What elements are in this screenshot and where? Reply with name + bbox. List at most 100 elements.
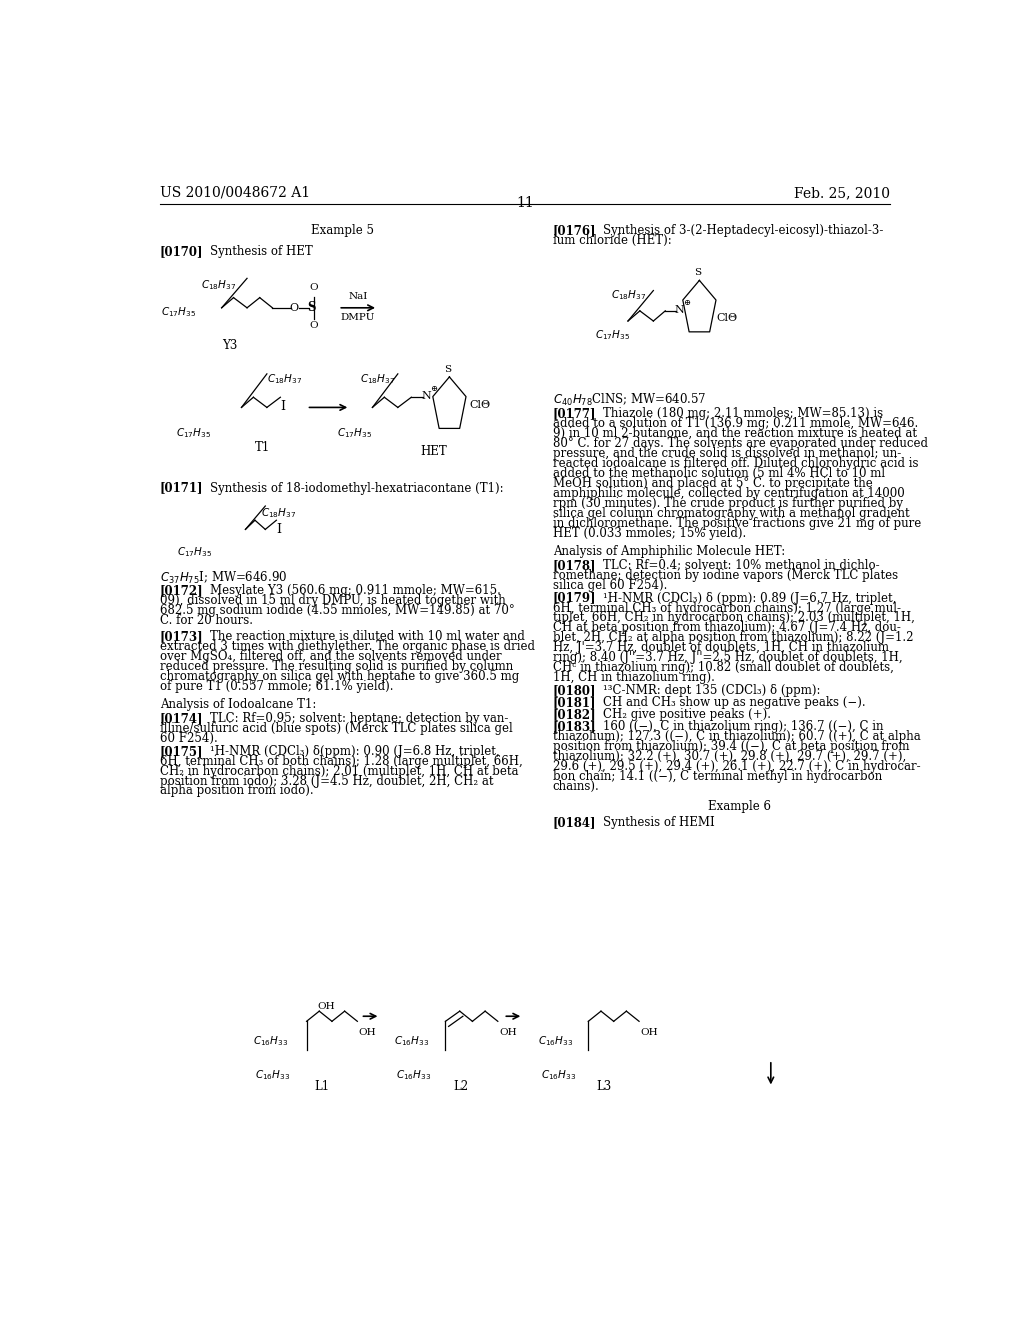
Text: in dichloromethane. The positive fractions give 21 mg of pure: in dichloromethane. The positive fractio…	[553, 516, 921, 529]
Text: $C_{17}H_{35}$: $C_{17}H_{35}$	[176, 426, 211, 440]
Text: tiplet, 66H, CH₂ in hydrocarbon chains); 2.03 (multiplet, 1H,: tiplet, 66H, CH₂ in hydrocarbon chains);…	[553, 611, 914, 624]
Text: 6H, terminal CH₃ of hydrocarbon chains); 1.27 (large mul-: 6H, terminal CH₃ of hydrocarbon chains);…	[553, 602, 900, 615]
Text: MeOH solution) and placed at 5° C. to precipitate the: MeOH solution) and placed at 5° C. to pr…	[553, 477, 872, 490]
Text: I: I	[281, 400, 286, 413]
Text: O: O	[309, 282, 318, 292]
Text: Synthesis of HEMI: Synthesis of HEMI	[602, 816, 715, 829]
Text: Synthesis of 3-(2-Heptadecyl-eicosyl)-thiazol-3-: Synthesis of 3-(2-Heptadecyl-eicosyl)-th…	[602, 224, 883, 238]
Text: [0180]: [0180]	[553, 684, 596, 697]
Text: ¹H-NMR (CDCl₃) δ(ppm): 0.90 (J=6.8 Hz, triplet,: ¹H-NMR (CDCl₃) δ(ppm): 0.90 (J=6.8 Hz, t…	[210, 744, 500, 758]
Text: $C_{17}H_{35}$: $C_{17}H_{35}$	[595, 329, 630, 342]
Text: $C_{18}H_{37}$: $C_{18}H_{37}$	[267, 372, 302, 385]
Text: amphiphilic molecule, collected by centrifugation at 14000: amphiphilic molecule, collected by centr…	[553, 487, 904, 500]
Text: S: S	[443, 364, 451, 374]
Text: 9) in 10 ml 2-butanone, and the reaction mixture is heated at: 9) in 10 ml 2-butanone, and the reaction…	[553, 428, 916, 440]
Text: reacted iodoalcane is filtered off. Diluted chlorohydric acid is: reacted iodoalcane is filtered off. Dilu…	[553, 457, 919, 470]
Text: $C_{16}H_{33}$: $C_{16}H_{33}$	[396, 1068, 431, 1082]
Text: Analysis of Iodoalcane T1:: Analysis of Iodoalcane T1:	[160, 698, 316, 710]
Text: 1H, CH in thiazolium ring).: 1H, CH in thiazolium ring).	[553, 671, 715, 684]
Text: ¹³C-NMR: dept 135 (CDCl₃) δ (ppm):: ¹³C-NMR: dept 135 (CDCl₃) δ (ppm):	[602, 684, 820, 697]
Text: T1: T1	[255, 441, 270, 454]
Text: $C_{18}H_{37}$: $C_{18}H_{37}$	[201, 279, 237, 292]
Text: chains).: chains).	[553, 780, 599, 793]
Text: [0175]: [0175]	[160, 744, 203, 758]
Text: [0173]: [0173]	[160, 630, 204, 643]
Text: Synthesis of 18-iodomethyl-hexatriacontane (T1):: Synthesis of 18-iodomethyl-hexatriaconta…	[210, 482, 504, 495]
Text: I: I	[276, 523, 282, 536]
Text: 682.5 mg sodium iodide (4.55 mmoles, MW=149.85) at 70°: 682.5 mg sodium iodide (4.55 mmoles, MW=…	[160, 605, 514, 616]
Text: ium chloride (HET):: ium chloride (HET):	[553, 235, 672, 247]
Text: of pure T1 (0.557 mmole; 61.1% yield).: of pure T1 (0.557 mmole; 61.1% yield).	[160, 680, 393, 693]
Text: CH and CH₃ show up as negative peaks (−).: CH and CH₃ show up as negative peaks (−)…	[602, 696, 865, 709]
Text: ClΘ: ClΘ	[717, 313, 738, 323]
Text: [0174]: [0174]	[160, 711, 203, 725]
Text: N: N	[422, 391, 431, 401]
Text: CHᶜ in thiazolium ring); 10.82 (small doublet of doublets,: CHᶜ in thiazolium ring); 10.82 (small do…	[553, 661, 894, 675]
Text: $C_{18}H_{37}$: $C_{18}H_{37}$	[610, 289, 646, 302]
Text: $C_{17}H_{35}$: $C_{17}H_{35}$	[337, 426, 372, 440]
Text: CH at beta position from thiazolium); 4.67 (J=7.4 Hz, dou-: CH at beta position from thiazolium); 4.…	[553, 622, 900, 635]
Text: $C_{16}H_{33}$: $C_{16}H_{33}$	[541, 1068, 575, 1082]
Text: Analysis of Amphiphilic Molecule HET:: Analysis of Amphiphilic Molecule HET:	[553, 545, 784, 557]
Text: extracted 3 times with diethylether. The organic phase is dried: extracted 3 times with diethylether. The…	[160, 640, 535, 653]
Text: chromatography on silica gel with heptane to give 360.5 mg: chromatography on silica gel with heptan…	[160, 669, 519, 682]
Text: pressure, and the crude solid is dissolved in methanol; un-: pressure, and the crude solid is dissolv…	[553, 447, 901, 459]
Text: thiazolium); 127.3 ((−), C in thiazolium); 60.7 ((+), C at alpha: thiazolium); 127.3 ((−), C in thiazolium…	[553, 730, 921, 743]
Text: HET (0.033 mmoles; 15% yield).: HET (0.033 mmoles; 15% yield).	[553, 527, 745, 540]
Text: 160 ((−), C in thiazolium ring); 136.7 ((−), C in: 160 ((−), C in thiazolium ring); 136.7 (…	[602, 721, 883, 733]
Text: $C_{37}H_{75}$I; MW=646.90: $C_{37}H_{75}$I; MW=646.90	[160, 570, 287, 586]
Text: OH: OH	[500, 1028, 517, 1038]
Text: thiazolium); 32.2 (+), 30.7 (+), 29.8 (+), 29.7 (+), 29.7 (+),: thiazolium); 32.2 (+), 30.7 (+), 29.8 (+…	[553, 750, 906, 763]
Text: $C_{18}H_{37}$: $C_{18}H_{37}$	[261, 506, 297, 520]
Text: [0176]: [0176]	[553, 224, 596, 238]
Text: [0177]: [0177]	[553, 407, 596, 420]
Text: ClΘ: ClΘ	[469, 400, 490, 411]
Text: S: S	[694, 268, 701, 277]
Text: over MgSO₄, filtered off, and the solvents removed under: over MgSO₄, filtered off, and the solven…	[160, 649, 502, 663]
Text: ⊕: ⊕	[430, 385, 437, 393]
Text: [0181]: [0181]	[553, 696, 596, 709]
Text: added to a solution of T1 (136.9 mg; 0.211 mmole, MW=646.: added to a solution of T1 (136.9 mg; 0.2…	[553, 417, 918, 430]
Text: TLC: Rf=0.95; solvent: heptane; detection by van-: TLC: Rf=0.95; solvent: heptane; detectio…	[210, 711, 508, 725]
Text: C. for 20 hours.: C. for 20 hours.	[160, 614, 253, 627]
Text: 80° C. for 27 days. The solvents are evaporated under reduced: 80° C. for 27 days. The solvents are eva…	[553, 437, 928, 450]
Text: US 2010/0048672 A1: US 2010/0048672 A1	[160, 186, 310, 199]
Text: ¹H-NMR (CDCl₃) δ (ppm): 0.89 (J=6.7 Hz, triplet,: ¹H-NMR (CDCl₃) δ (ppm): 0.89 (J=6.7 Hz, …	[602, 591, 896, 605]
Text: $C_{17}H_{35}$: $C_{17}H_{35}$	[177, 545, 212, 560]
Text: OH: OH	[317, 1002, 335, 1011]
Text: 11: 11	[516, 195, 534, 210]
Text: Feb. 25, 2010: Feb. 25, 2010	[794, 186, 890, 199]
Text: alpha position from iodo).: alpha position from iodo).	[160, 784, 313, 797]
Text: $C_{40}H_{78}$ClNS; MW=640.57: $C_{40}H_{78}$ClNS; MW=640.57	[553, 392, 706, 408]
Text: The reaction mixture is diluted with 10 ml water and: The reaction mixture is diluted with 10 …	[210, 630, 524, 643]
Text: romethane; detection by iodine vapors (Merck TLC plates: romethane; detection by iodine vapors (M…	[553, 569, 898, 582]
Text: $C_{16}H_{33}$: $C_{16}H_{33}$	[539, 1035, 573, 1048]
Text: position from thiazolium); 39.4 ((−), C at beta position from: position from thiazolium); 39.4 ((−), C …	[553, 741, 909, 752]
Text: silica gel 60 F254).: silica gel 60 F254).	[553, 578, 667, 591]
Text: $C_{16}H_{33}$: $C_{16}H_{33}$	[253, 1035, 288, 1048]
Text: OH: OH	[358, 1028, 376, 1038]
Text: Mesylate Y3 (560.6 mg; 0.911 mmole; MW=615.: Mesylate Y3 (560.6 mg; 0.911 mmole; MW=6…	[210, 583, 501, 597]
Text: Hz, J'=3.7 Hz, doublet of doublets, 1H, CH in thiazolium: Hz, J'=3.7 Hz, doublet of doublets, 1H, …	[553, 642, 889, 655]
Text: 60 F254).: 60 F254).	[160, 731, 217, 744]
Text: added to the methanolic solution (5 ml 4% HCl to 10 ml: added to the methanolic solution (5 ml 4…	[553, 467, 885, 480]
Text: [0179]: [0179]	[553, 591, 596, 605]
Text: O: O	[309, 321, 318, 330]
Text: ring); 8.40 (J''=3.7 Hz, J''=2.5 Hz, doublet of doublets, 1H,: ring); 8.40 (J''=3.7 Hz, J''=2.5 Hz, dou…	[553, 651, 902, 664]
Text: $C_{16}H_{33}$: $C_{16}H_{33}$	[255, 1068, 290, 1082]
Text: DMPU: DMPU	[341, 313, 376, 322]
Text: 6H, terminal CH₃ of both chains); 1.28 (large multiplet, 66H,: 6H, terminal CH₃ of both chains); 1.28 (…	[160, 755, 522, 768]
Text: [0178]: [0178]	[553, 558, 596, 572]
Text: L2: L2	[454, 1080, 469, 1093]
Text: O: O	[289, 302, 298, 313]
Text: 09), dissolved in 15 ml dry DMPU, is heated together with: 09), dissolved in 15 ml dry DMPU, is hea…	[160, 594, 506, 607]
Text: $C_{17}H_{35}$: $C_{17}H_{35}$	[162, 305, 197, 318]
Text: S: S	[307, 301, 315, 314]
Text: [0182]: [0182]	[553, 708, 596, 721]
Text: position from iodo); 3.28 (J=4.5 Hz, doublet, 2H, CH₂ at: position from iodo); 3.28 (J=4.5 Hz, dou…	[160, 775, 494, 788]
Text: L1: L1	[314, 1080, 330, 1093]
Text: [0170]: [0170]	[160, 244, 203, 257]
Text: Y3: Y3	[221, 339, 237, 352]
Text: reduced pressure. The resulting solid is purified by column: reduced pressure. The resulting solid is…	[160, 660, 513, 673]
Text: bon chain; 14.1 ((−), C terminal methyl in hydrocarbon: bon chain; 14.1 ((−), C terminal methyl …	[553, 770, 882, 783]
